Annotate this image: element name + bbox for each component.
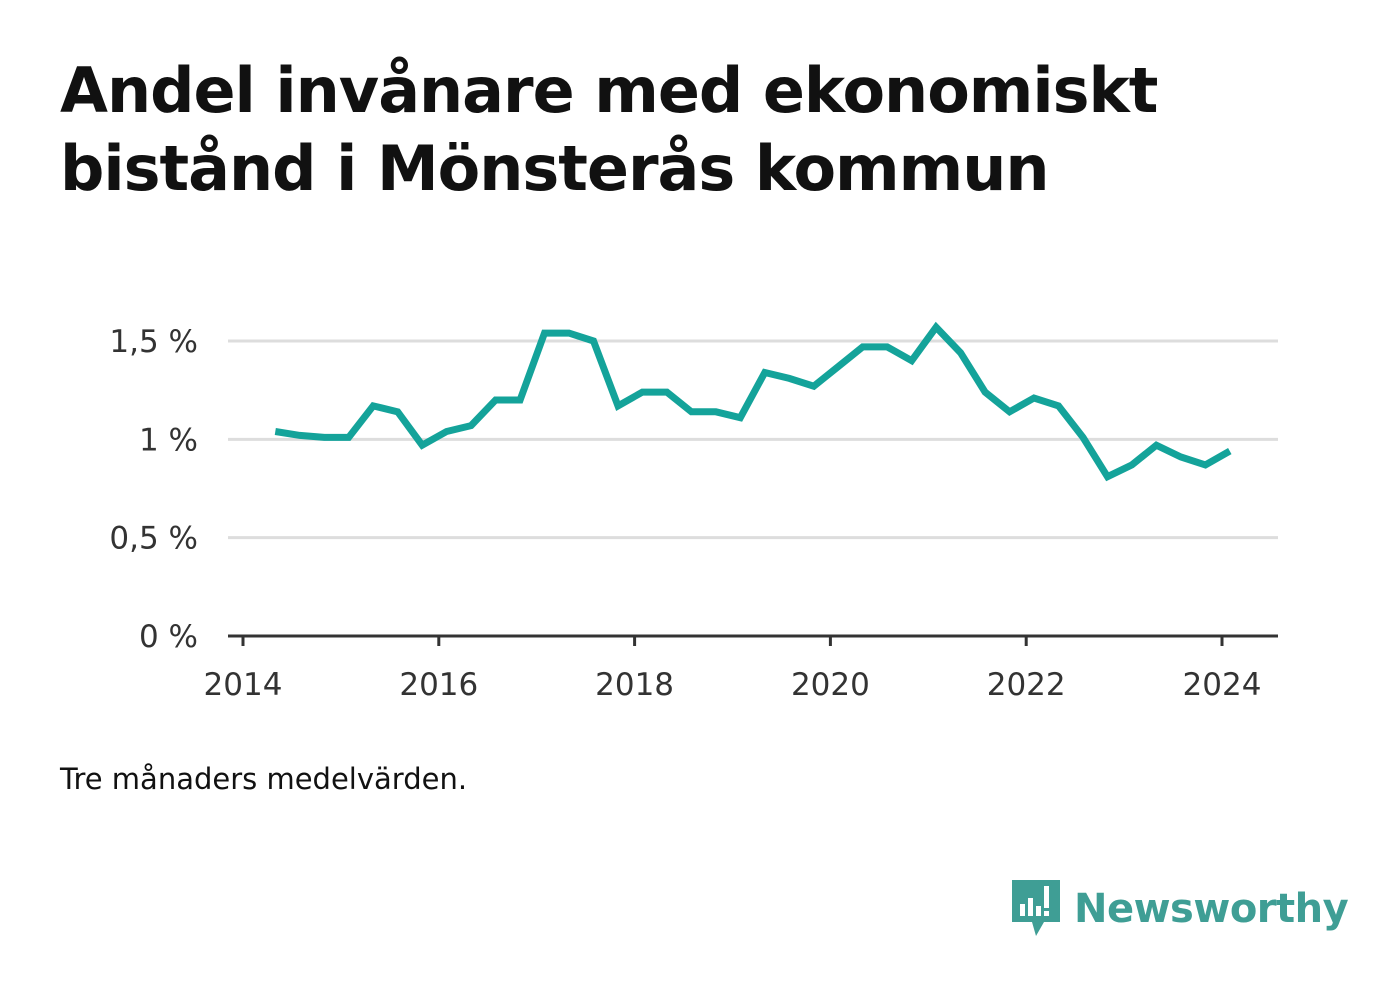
gridlines: [228, 339, 1278, 540]
newsworthy-logo-icon: [1012, 880, 1060, 936]
y-axis-labels: 0 % 0,5 % 1 % 1,5 %: [109, 324, 198, 655]
x-tick-label: 2022: [987, 667, 1066, 703]
x-tick-label: 2016: [399, 667, 478, 703]
chart-note: Tre månaders medelvärden.: [60, 762, 468, 796]
series-layer: [274, 321, 1232, 482]
x-tick-label: 2020: [791, 667, 870, 703]
series-line: [274, 321, 1232, 482]
y-tick-label: 1 %: [139, 422, 198, 458]
brand-logo[interactable]: Newsworthy: [1010, 878, 1349, 940]
x-axis: [228, 634, 1278, 646]
x-tick-label: 2024: [1183, 667, 1262, 703]
y-tick-label: 0 %: [139, 619, 198, 655]
y-tick-label: 0,5 %: [109, 521, 198, 557]
brand-name: Newsworthy: [1074, 886, 1349, 932]
x-tick-label: 2014: [204, 667, 283, 703]
x-axis-labels: 2014 2016 2018 2020 2022 2024: [204, 667, 1262, 703]
y-tick-label: 1,5 %: [109, 324, 198, 360]
x-tick-label: 2018: [595, 667, 674, 703]
chart-title: Andel invånare med ekonomiskt bistånd i …: [60, 54, 1158, 205]
